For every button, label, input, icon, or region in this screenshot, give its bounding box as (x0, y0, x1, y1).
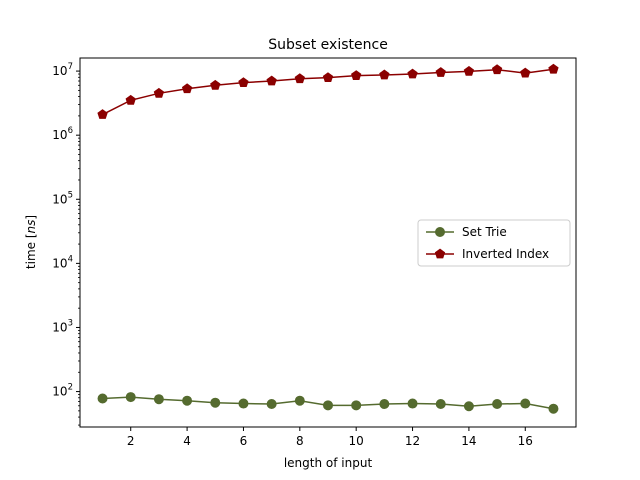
y-tick-label-exponent: 7 (68, 62, 73, 72)
data-point (435, 67, 446, 77)
y-tick-label: 102 (52, 383, 73, 399)
data-point (491, 64, 503, 75)
x-tick-label: 14 (461, 434, 476, 448)
y-axis-label: time [ns] (24, 215, 38, 269)
y-tick-label-base: 10 (52, 385, 67, 399)
data-point (407, 68, 418, 79)
legend-marker (435, 227, 445, 237)
data-point (125, 94, 136, 105)
data-point (351, 400, 362, 411)
data-point (492, 398, 503, 409)
y-tick-label-base: 10 (52, 256, 67, 270)
data-point (520, 398, 531, 409)
data-point (407, 398, 418, 409)
axes-frame (79, 57, 577, 428)
y-tick-label-exponent: 3 (68, 318, 73, 328)
data-point (181, 83, 193, 94)
y-tick-label-exponent: 5 (68, 190, 73, 200)
data-point (463, 65, 475, 76)
y-tick-label: 104 (52, 254, 73, 270)
data-point (210, 397, 221, 408)
y-tick-label: 106 (52, 126, 73, 142)
data-point (210, 79, 221, 90)
data-point (323, 400, 333, 411)
x-tick-label: 6 (240, 434, 248, 448)
y-tick-label: 105 (52, 190, 73, 206)
data-point (548, 63, 559, 74)
data-point (379, 398, 390, 409)
y-tick-label-base: 10 (52, 64, 67, 78)
x-tick-label: 16 (518, 434, 533, 448)
data-point (238, 398, 249, 409)
x-tick-label: 10 (349, 434, 364, 448)
series-0 (97, 392, 559, 414)
y-axis-label-unit: ns (24, 220, 38, 234)
data-point (435, 398, 446, 409)
legend: Set Trie Inverted Index (417, 219, 571, 267)
y-tick-label: 103 (52, 318, 73, 334)
legend-label: Set Trie (462, 225, 507, 239)
data-point (182, 395, 193, 406)
y-axis-label-prefix: time [ (24, 233, 38, 269)
y-tick-label-exponent: 2 (68, 383, 73, 393)
data-point (266, 398, 277, 409)
x-tick-label: 4 (183, 434, 191, 448)
y-tick-label-base: 10 (52, 192, 67, 206)
data-point (322, 72, 334, 83)
legend-marker (434, 248, 446, 259)
data-point (266, 75, 277, 86)
data-point (294, 395, 305, 406)
x-tick-label: 8 (296, 434, 304, 448)
legend-item: Set Trie (426, 225, 507, 239)
data-point (97, 109, 108, 119)
data-point (153, 394, 164, 405)
x-tick-label: 2 (127, 434, 135, 448)
data-point (294, 73, 305, 84)
legend-label: Inverted Index (462, 247, 549, 261)
y-tick-label-exponent: 4 (68, 254, 73, 264)
legend-box (417, 219, 571, 267)
legend-item: Inverted Index (426, 247, 549, 261)
data-point (520, 67, 531, 78)
y-tick-label-base: 10 (52, 128, 67, 142)
data-point (379, 69, 390, 80)
data-point (153, 87, 165, 98)
data-point (548, 403, 559, 414)
y-axis-label-suffix: ] (24, 215, 38, 220)
data-point (125, 392, 136, 403)
y-tick-label: 107 (52, 62, 73, 78)
series-1 (97, 63, 559, 119)
data-point (97, 393, 108, 404)
x-axis-label: length of input (284, 456, 373, 470)
x-tick-label: 12 (405, 434, 420, 448)
chart-title: Subset existence (268, 37, 388, 53)
y-tick-label-base: 10 (52, 320, 67, 334)
data-point (463, 401, 474, 412)
data-point (238, 77, 249, 88)
y-tick-label-exponent: 6 (68, 126, 73, 136)
data-point (351, 70, 362, 80)
